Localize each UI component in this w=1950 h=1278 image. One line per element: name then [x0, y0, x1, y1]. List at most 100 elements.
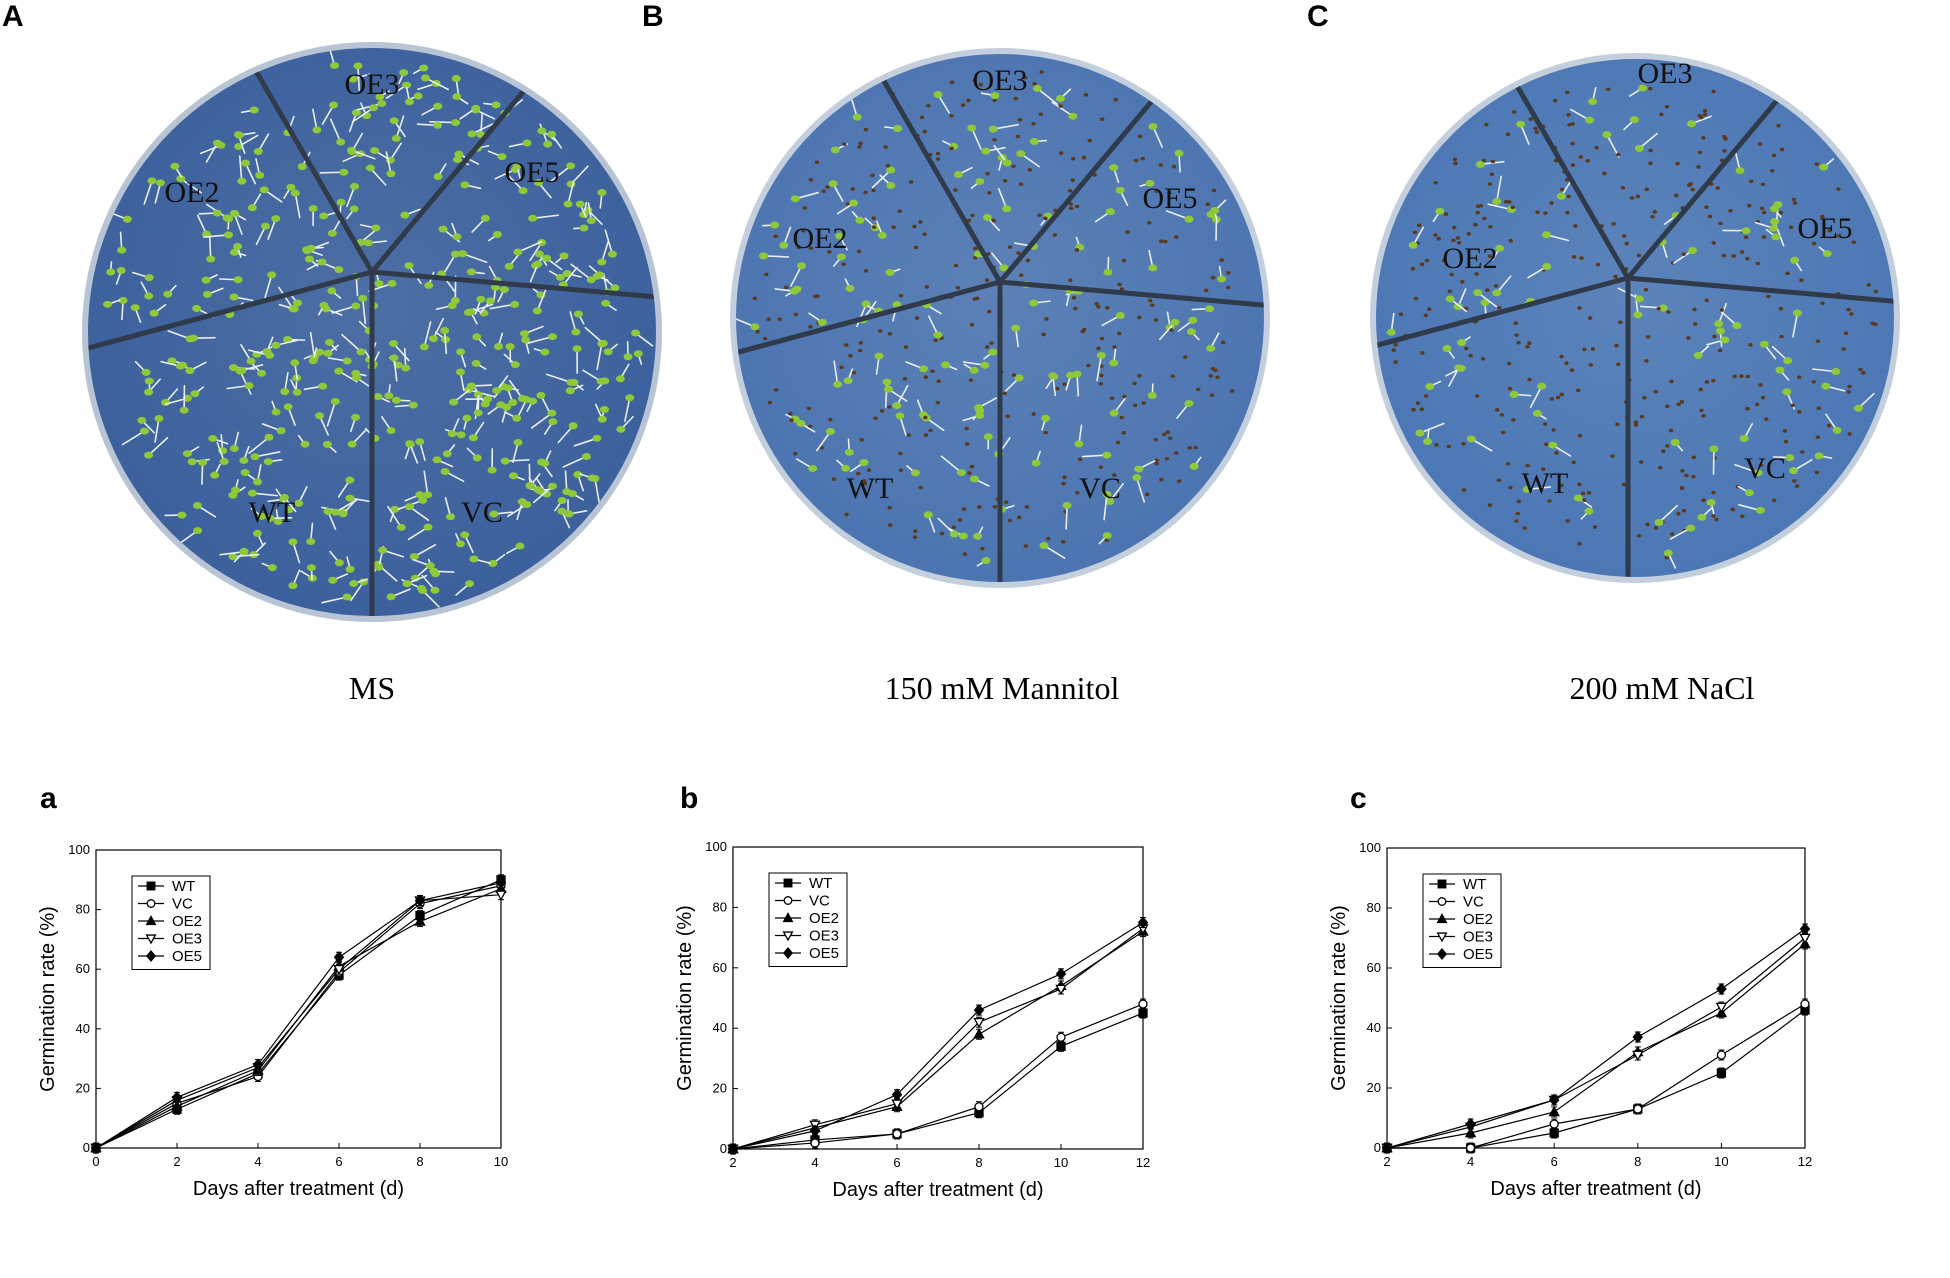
seed	[970, 213, 975, 218]
seedling-cotyledon	[371, 224, 381, 232]
seedling-cotyledon	[522, 139, 532, 147]
seedling-root	[432, 317, 445, 340]
seed	[1614, 343, 1619, 348]
seedling-cotyledon	[144, 451, 154, 459]
seed	[1681, 252, 1686, 256]
seed	[1555, 395, 1561, 400]
seed	[808, 177, 814, 182]
seed	[897, 209, 902, 213]
seedling-cotyledon	[244, 382, 254, 390]
seed	[1489, 172, 1495, 177]
seedling-cotyledon	[1663, 549, 1673, 557]
seed	[1778, 306, 1784, 311]
seedling-cotyledon	[535, 487, 545, 495]
seedling-cotyledon	[534, 250, 544, 258]
seed	[1159, 477, 1164, 482]
seed	[1873, 289, 1879, 294]
seedling-cotyledon	[1629, 116, 1639, 124]
seed	[1658, 465, 1663, 470]
seedling-cotyledon	[750, 323, 760, 331]
legend-label-oe2: OE2	[172, 913, 202, 930]
seedling-cotyledon	[1753, 469, 1763, 477]
seed	[1792, 478, 1797, 483]
seed	[844, 343, 849, 347]
y-tick-label: 40	[713, 1020, 727, 1035]
seed	[1569, 368, 1575, 372]
seed	[1534, 130, 1540, 134]
seed	[1728, 209, 1733, 213]
seed	[1487, 182, 1492, 186]
seedling-cotyledon	[177, 511, 187, 519]
seed	[1167, 190, 1172, 195]
seedling-cotyledon	[334, 367, 344, 375]
seedling-root	[329, 118, 342, 143]
seed	[1153, 318, 1159, 322]
y-tick-label: 0	[83, 1140, 90, 1155]
seedling-cotyledon	[452, 233, 462, 241]
seed	[793, 451, 798, 456]
seedling-cotyledon	[182, 450, 192, 458]
seed	[1577, 541, 1582, 546]
sector-label-oe5: OE5	[1798, 212, 1853, 245]
seedling-cotyledon	[1759, 340, 1769, 348]
seedling-cotyledon	[1769, 205, 1779, 213]
data-point	[1465, 1117, 1476, 1131]
seed	[1073, 306, 1078, 311]
seed	[755, 329, 760, 334]
seed	[1099, 117, 1105, 122]
seedling-cotyledon	[347, 146, 357, 154]
seed	[1433, 233, 1438, 237]
series-line	[1386, 928, 1806, 1149]
plot-frame	[732, 846, 1144, 1150]
seedling-root	[1051, 101, 1074, 118]
seedling-cotyledon	[288, 582, 298, 590]
seedling-root	[309, 331, 316, 358]
seed	[793, 312, 799, 317]
seedling-cotyledon	[170, 162, 180, 170]
seed	[1423, 394, 1429, 398]
seedling-cotyledon	[1186, 328, 1196, 336]
seed	[1621, 482, 1627, 487]
seedling-cotyledon	[557, 497, 567, 505]
seed	[1779, 334, 1784, 339]
seed	[1420, 351, 1425, 355]
y-tick-label: 0	[720, 1141, 727, 1156]
seedling-cotyledon	[451, 119, 461, 127]
data-point	[1632, 1050, 1644, 1062]
seed	[1621, 234, 1627, 238]
seedling-cotyledon	[796, 262, 806, 270]
seedling-cotyledon	[1457, 339, 1467, 347]
seedling-cotyledon	[808, 465, 818, 473]
seedling-cotyledon	[163, 290, 173, 298]
seed	[1692, 307, 1697, 312]
legend-marker	[145, 915, 157, 926]
seed	[1681, 508, 1687, 513]
seedling-cotyledon	[999, 264, 1009, 272]
seed	[1760, 182, 1766, 187]
seedling-cotyledon	[224, 215, 234, 223]
seedling-cotyledon	[1509, 390, 1519, 398]
seedling-cotyledon	[1756, 506, 1766, 514]
seedling-cotyledon	[144, 292, 154, 300]
seed	[957, 518, 963, 522]
sector-label-oe2: OE2	[793, 222, 848, 255]
legend-label-oe5: OE5	[172, 948, 202, 965]
seed	[919, 115, 925, 120]
seedling-cotyledon	[247, 204, 257, 212]
seedling-cotyledon	[607, 250, 617, 258]
seed	[1070, 178, 1075, 182]
sector-divider	[1376, 59, 1631, 280]
seedling-cotyledon	[1032, 84, 1042, 92]
seedling-cotyledon	[480, 214, 490, 222]
seedling-cotyledon	[825, 427, 835, 435]
seed	[1419, 262, 1425, 267]
seed	[1552, 98, 1558, 103]
seedling-cotyledon	[419, 64, 429, 72]
data-point	[1548, 1093, 1560, 1107]
sector-label-oe3: OE3	[345, 68, 400, 101]
seed	[1748, 179, 1754, 184]
x-axis-title: Days after treatment (d)	[832, 1179, 1043, 1201]
seedling-cotyledon	[509, 472, 519, 480]
seed	[1449, 272, 1454, 277]
seed	[1452, 225, 1457, 230]
